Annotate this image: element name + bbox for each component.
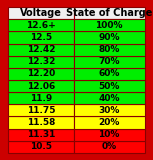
Text: State of Charge: State of Charge	[66, 8, 152, 18]
Bar	[74, 128, 145, 141]
Bar	[74, 7, 145, 19]
Text: 90%: 90%	[98, 33, 120, 42]
Bar	[74, 104, 145, 116]
Bar	[8, 92, 74, 104]
Text: 11.58: 11.58	[27, 118, 55, 127]
Text: 50%: 50%	[99, 82, 120, 91]
Text: 12.42: 12.42	[27, 45, 55, 54]
Bar	[8, 104, 74, 116]
Bar	[8, 141, 74, 153]
Text: 12.06: 12.06	[27, 82, 55, 91]
Text: 12.32: 12.32	[27, 57, 55, 66]
Text: 100%: 100%	[95, 21, 123, 30]
Text: 80%: 80%	[99, 45, 120, 54]
Bar	[8, 44, 74, 56]
Text: 10%: 10%	[99, 130, 120, 139]
Bar	[8, 116, 74, 128]
Bar	[8, 32, 74, 44]
Bar	[74, 68, 145, 80]
Bar	[74, 56, 145, 68]
Bar	[8, 19, 74, 32]
Bar	[74, 116, 145, 128]
Text: 10.5: 10.5	[30, 142, 52, 151]
Text: 11.75: 11.75	[27, 106, 55, 115]
Bar	[74, 19, 145, 32]
Bar	[8, 128, 74, 141]
Text: 12.20: 12.20	[27, 69, 55, 78]
Text: 40%: 40%	[98, 94, 120, 103]
Bar	[74, 141, 145, 153]
Text: 12.5: 12.5	[30, 33, 52, 42]
Bar	[74, 80, 145, 92]
Text: 20%: 20%	[99, 118, 120, 127]
Bar	[8, 80, 74, 92]
Bar	[74, 32, 145, 44]
Text: 70%: 70%	[98, 57, 120, 66]
Text: 12.6+: 12.6+	[26, 21, 56, 30]
Bar	[8, 56, 74, 68]
Bar	[8, 7, 74, 19]
Text: 30%: 30%	[99, 106, 120, 115]
Bar	[74, 92, 145, 104]
Text: 60%: 60%	[99, 69, 120, 78]
Text: 0%: 0%	[102, 142, 117, 151]
Text: 11.9: 11.9	[30, 94, 52, 103]
Bar	[8, 68, 74, 80]
Bar	[74, 44, 145, 56]
Text: 11.31: 11.31	[27, 130, 55, 139]
Text: Voltage: Voltage	[20, 8, 62, 18]
